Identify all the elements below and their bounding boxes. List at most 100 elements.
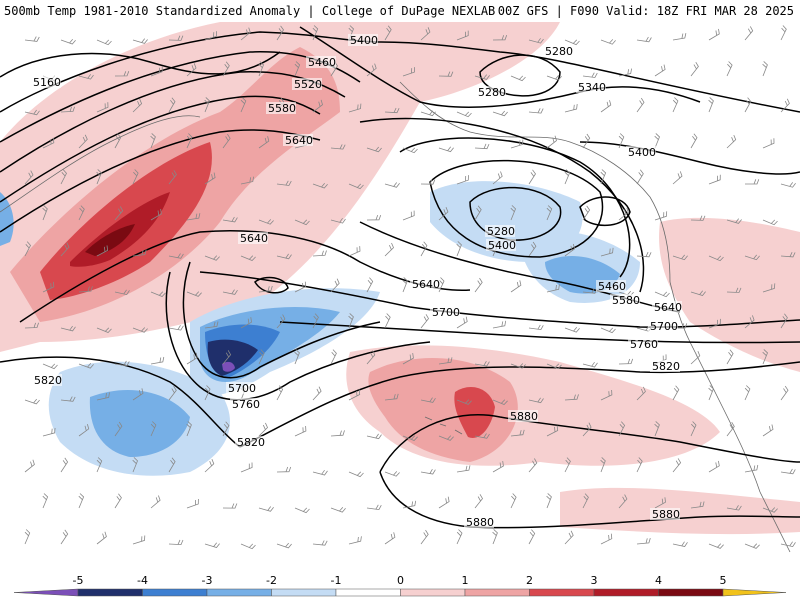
wind-barb: [474, 205, 482, 221]
wind-barb: [276, 542, 292, 549]
wind-barb: [42, 281, 55, 293]
colorbar-tick-label: -4: [137, 574, 148, 587]
wind-barb: [744, 26, 754, 41]
wind-barb: [42, 363, 58, 370]
wind-barb: [528, 324, 544, 331]
wind-barb: [780, 313, 788, 329]
wind-barb: [564, 457, 571, 473]
wind-barb: [222, 61, 230, 77]
wind-barb: [96, 169, 102, 185]
wind-barb: [474, 494, 483, 509]
contour-label-bg: [32, 374, 62, 386]
wind-barb: [708, 28, 720, 41]
wind-barb: [96, 457, 103, 473]
wind-barb: [42, 137, 55, 149]
wind-barb: [186, 291, 202, 297]
wind-barb: [96, 392, 110, 401]
wind-barb: [60, 38, 76, 45]
contour-label-bg: [610, 294, 640, 306]
contour-label-c5880-se: 5880: [652, 508, 680, 521]
wind-barb: [762, 61, 768, 77]
wind-barb: [132, 327, 148, 333]
wind-barb: [762, 424, 774, 437]
wind-barb: [474, 360, 490, 367]
wind-barb: [636, 36, 652, 43]
islands-hawaii: [424, 416, 463, 435]
contour-label-bg: [476, 86, 506, 98]
wind-barb: [402, 353, 414, 365]
wind-barb: [708, 385, 714, 401]
colorbar-swatch: [464, 588, 530, 597]
wind-barb: [384, 242, 394, 257]
contour-label-c5640-e: 5640: [654, 301, 682, 314]
wind-barb: [258, 422, 268, 437]
contour-label-c5400-n: 5400: [350, 34, 378, 47]
wind-barb: [312, 469, 328, 476]
contour-label-c5520-n: 5520: [294, 78, 322, 91]
wind-barb: [762, 507, 778, 513]
wind-barb: [312, 182, 328, 189]
contour-label-bg: [238, 232, 268, 244]
wind-barb: [528, 458, 538, 473]
contour-5160: [0, 51, 281, 78]
wind-barb: [222, 216, 238, 223]
wind-barb: [780, 541, 796, 548]
wind-barb: [492, 110, 508, 117]
wind-barb: [402, 147, 418, 154]
contour-5640-small: [254, 276, 289, 294]
wind-barb: [618, 68, 632, 77]
wind-barb: [204, 97, 210, 113]
contour-label-bg: [464, 516, 494, 528]
wind-barb: [546, 363, 562, 370]
wind-barb: [600, 247, 614, 257]
wind-barb: [546, 284, 560, 293]
wind-barb: [726, 218, 742, 224]
wind-barb: [438, 207, 449, 221]
wind-barb: [546, 425, 559, 437]
wind-barb: [60, 396, 76, 402]
map-header: 500mb Temp 1981-2010 Standardized Anomal…: [0, 0, 800, 22]
wind-barb: [150, 66, 163, 77]
wind-barb: [24, 459, 35, 473]
wind-barb: [222, 289, 238, 295]
wind-barb: [618, 358, 634, 365]
wind-barb: [492, 320, 507, 329]
colorbar-swatch: [722, 588, 787, 597]
wind-barb: [42, 205, 48, 221]
colorbar-tick-label: -5: [73, 574, 84, 587]
wind-barb: [672, 171, 683, 185]
contour-label-bg: [650, 508, 680, 520]
wind-barb: [564, 243, 576, 257]
wind-barb: [474, 433, 490, 439]
wind-barb: [528, 38, 544, 44]
wind-barb: [438, 496, 450, 509]
wind-barb: [546, 74, 562, 81]
contour-label-c5880-c: 5880: [510, 410, 538, 423]
contour-5580-east: [359, 117, 645, 293]
contour-5400-east: [579, 141, 800, 175]
colorbar-swatch: [271, 588, 337, 597]
contour-5820-mid: [239, 361, 800, 448]
contour-label-bg: [485, 225, 515, 237]
contour-5640-north: [0, 129, 321, 233]
contour-label-bg: [628, 338, 658, 350]
wind-barb: [348, 536, 362, 545]
wind-barb: [132, 38, 148, 44]
wind-barb: [420, 468, 436, 475]
wind-barb: [582, 361, 598, 368]
wind-barb: [672, 254, 688, 261]
wind-barb: [600, 457, 606, 473]
wind-barb: [600, 100, 612, 113]
contour-label-c5280-ne: 5280: [545, 45, 573, 58]
wind-barb: [510, 75, 526, 82]
wind-barb: [132, 535, 146, 545]
wind-barb: [294, 349, 300, 365]
contour-label-bg: [235, 436, 265, 448]
contour-label-c5700-c: 5700: [432, 306, 460, 319]
wind-barb: [636, 251, 652, 258]
wind-barb: [726, 287, 742, 293]
wind-barb: [636, 97, 645, 113]
wind-barb: [708, 97, 714, 113]
wind-barb: [114, 206, 124, 221]
